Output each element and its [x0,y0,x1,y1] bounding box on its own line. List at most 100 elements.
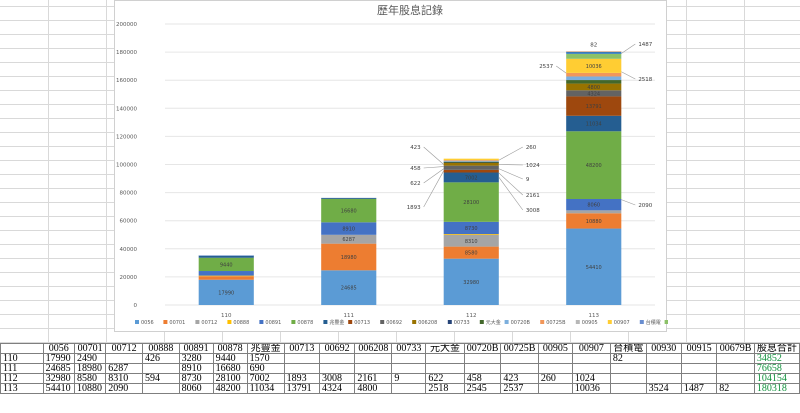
table-cell[interactable] [609,373,647,384]
table-cell[interactable] [609,383,647,394]
table-cell[interactable] [716,363,755,374]
column-header-cell[interactable]: 台積電 [609,343,647,354]
table-cell[interactable] [500,363,539,374]
column-header-cell[interactable]: 00713 [283,343,321,354]
table-cell[interactable] [391,363,427,374]
table-cell[interactable]: 4324 [318,383,356,394]
table-cell[interactable]: 8730 [178,373,214,384]
table-cell[interactable]: 34852 [753,353,800,364]
table-cell[interactable] [141,383,180,394]
table-cell[interactable] [680,363,718,374]
table-cell[interactable]: 9 [391,373,427,384]
table-cell[interactable] [463,353,502,364]
table-cell[interactable] [500,353,539,364]
column-header-cell[interactable]: 00692 [318,343,356,354]
table-cell[interactable]: 1487 [680,383,718,394]
column-header-cell[interactable]: 00930 [645,343,682,354]
table-cell[interactable]: 3524 [645,383,682,394]
table-cell[interactable] [609,363,647,374]
table-cell[interactable]: 1024 [571,373,611,384]
table-cell[interactable] [141,363,180,374]
dividend-chart[interactable]: 歷年股息記錄 200000 180000 160000 140000 120000 1000… [114,0,668,332]
table-cell[interactable] [391,383,427,394]
table-cell[interactable] [716,373,755,384]
table-cell[interactable] [318,363,356,374]
column-header-cell[interactable]: 兆豐金 [246,343,285,354]
column-header-cell[interactable]: 00712 [105,343,143,354]
table-cell[interactable]: 104154 [753,373,800,384]
table-cell[interactable]: 17990 [42,353,75,364]
column-header-cell[interactable]: 00891 [178,343,214,354]
table-cell[interactable]: 76658 [753,363,800,374]
table-cell[interactable]: 594 [141,373,180,384]
table-cell[interactable]: 2161 [354,373,393,384]
table-cell[interactable] [391,353,427,364]
column-header-cell[interactable]: 0056 [42,343,75,354]
table-cell[interactable] [537,363,573,374]
table-cell[interactable]: 7002 [246,373,285,384]
table-cell[interactable] [571,363,611,374]
table-cell[interactable] [680,353,718,364]
table-cell[interactable] [425,363,465,374]
table-cell[interactable]: 622 [425,373,465,384]
column-header-cell[interactable]: 元大金 [425,343,465,354]
table-cell[interactable]: 82 [609,353,647,364]
column-header-cell[interactable]: 00907 [571,343,611,354]
table-cell[interactable] [283,353,321,364]
table-cell[interactable]: 8910 [178,363,214,374]
table-cell[interactable] [318,353,356,364]
table-cell[interactable]: 9440 [212,353,248,364]
table-cell[interactable]: 10880 [73,383,107,394]
table-cell[interactable]: 180318 [753,383,800,394]
table-cell[interactable]: 423 [500,373,539,384]
column-header-cell[interactable]: 00720B [463,343,502,354]
table-cell[interactable]: 2090 [105,383,143,394]
column-header-cell[interactable]: 00878 [212,343,248,354]
table-cell[interactable] [571,353,611,364]
table-cell[interactable] [645,353,682,364]
table-cell[interactable]: 8580 [73,373,107,384]
table-cell[interactable]: 2537 [500,383,539,394]
table-cell[interactable]: 1893 [283,373,321,384]
table-cell[interactable]: 32980 [42,373,75,384]
table-cell[interactable] [645,373,682,384]
table-cell[interactable] [283,363,321,374]
table-cell[interactable]: 18980 [73,363,107,374]
table-cell[interactable]: 10036 [571,383,611,394]
table-cell[interactable]: 8310 [105,373,143,384]
table-cell[interactable] [645,363,682,374]
table-cell[interactable]: 2545 [463,383,502,394]
table-cell[interactable]: 111 [0,363,44,374]
column-header-cell[interactable]: 00679B [716,343,755,354]
table-cell[interactable]: 8060 [178,383,214,394]
table-cell[interactable]: 6287 [105,363,143,374]
column-header-cell[interactable]: 00905 [537,343,573,354]
table-cell[interactable]: 11034 [246,383,285,394]
table-cell[interactable]: 1570 [246,353,285,364]
table-cell[interactable]: 28100 [212,373,248,384]
column-header-cell[interactable]: 00915 [680,343,718,354]
table-cell[interactable] [716,353,755,364]
table-cell[interactable]: 110 [0,353,44,364]
table-cell[interactable]: 13791 [283,383,321,394]
table-cell[interactable]: 16680 [212,363,248,374]
table-cell[interactable]: 260 [537,373,573,384]
table-cell[interactable]: 4800 [354,383,393,394]
table-cell[interactable]: 2490 [73,353,107,364]
column-header-cell[interactable] [0,343,44,354]
column-header-cell[interactable]: 股息合計 [753,343,800,354]
table-cell[interactable] [425,353,465,364]
column-header-cell[interactable]: 00733 [391,343,427,354]
column-header-cell[interactable]: 00888 [141,343,180,354]
table-cell[interactable]: 2518 [425,383,465,394]
table-cell[interactable] [105,353,143,364]
table-cell[interactable]: 3280 [178,353,214,364]
table-cell[interactable]: 24685 [42,363,75,374]
table-cell[interactable] [537,353,573,364]
table-cell[interactable] [537,383,573,394]
table-cell[interactable]: 3008 [318,373,356,384]
table-cell[interactable]: 82 [716,383,755,394]
table-cell[interactable] [463,363,502,374]
table-cell[interactable]: 113 [0,383,44,394]
column-header-cell[interactable]: 00701 [73,343,107,354]
